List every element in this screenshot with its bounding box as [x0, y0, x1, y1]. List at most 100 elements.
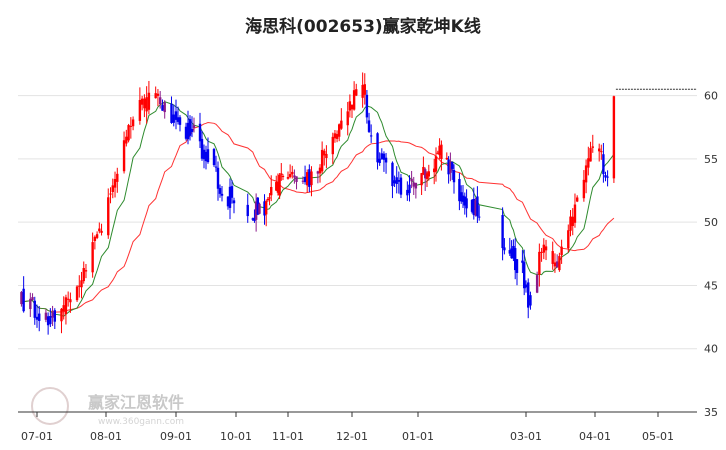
candle-body [514, 248, 517, 271]
candle-body [226, 196, 230, 207]
candle [46, 312, 50, 335]
candle [393, 175, 396, 188]
y-tick-label: 55 [704, 153, 718, 166]
candle [188, 115, 192, 141]
candle-body [606, 176, 609, 178]
candle-body [461, 195, 465, 202]
candle [514, 238, 517, 280]
candle [176, 106, 180, 125]
candle-body [438, 145, 441, 156]
candle [452, 164, 456, 194]
candle [395, 166, 398, 194]
candle [143, 94, 146, 118]
candle-body [433, 168, 436, 173]
candle [535, 271, 539, 294]
candles [20, 72, 616, 335]
candle [476, 186, 479, 224]
candle-body [266, 198, 270, 201]
candle-body [600, 151, 603, 153]
candle [369, 124, 373, 143]
candle-body [510, 248, 513, 259]
candle [461, 185, 465, 208]
candle [424, 167, 427, 192]
candle-body [523, 262, 526, 289]
candle-body [449, 161, 452, 173]
candle-body [602, 154, 605, 175]
candle-body [291, 171, 294, 175]
candle-body [348, 101, 352, 111]
candle [256, 197, 260, 216]
candle [111, 178, 114, 199]
candle-body [129, 125, 133, 127]
candle-body [281, 175, 285, 178]
candle-body [232, 200, 236, 204]
candle [288, 164, 292, 179]
candle-body [161, 105, 164, 111]
candle [433, 158, 436, 185]
candle-body [355, 89, 358, 96]
candle [147, 80, 151, 115]
candle-body [470, 199, 474, 212]
candle [31, 293, 34, 301]
candle [604, 171, 607, 182]
candle-body [538, 251, 541, 275]
candle-body [571, 216, 574, 226]
candle [75, 285, 79, 302]
candle [172, 104, 175, 127]
candle-body [254, 201, 258, 220]
candle-body [295, 176, 298, 182]
candle [447, 156, 450, 184]
candle-body [216, 167, 220, 189]
candle-body [84, 270, 88, 272]
candle [125, 129, 128, 147]
candle [376, 132, 379, 170]
candle-body [95, 234, 99, 238]
candle-body [293, 175, 296, 178]
candle [540, 247, 543, 262]
candle-body [410, 178, 413, 182]
candle [434, 147, 438, 182]
candle [216, 161, 220, 201]
candle-body [434, 156, 438, 172]
candle [346, 101, 349, 136]
candle-body [206, 149, 210, 163]
candle [156, 89, 160, 107]
candle-body [220, 193, 224, 196]
candle [503, 238, 506, 255]
candle-body [587, 158, 590, 168]
candle-body [66, 298, 70, 300]
candle-body [325, 153, 328, 159]
candle-body [100, 230, 103, 233]
candle [278, 173, 281, 199]
candle-body [172, 114, 175, 123]
candle [352, 81, 356, 111]
candle-body [306, 172, 309, 186]
candle [318, 164, 322, 183]
candle-body [251, 218, 254, 220]
candle [408, 175, 411, 202]
candle [378, 152, 381, 166]
candle-body [178, 117, 182, 125]
candle-body [253, 217, 256, 221]
candle [286, 171, 290, 180]
candle-body [228, 186, 232, 208]
candle-body [524, 284, 528, 288]
candle-body [38, 313, 41, 321]
candle-body [62, 305, 65, 312]
candle [275, 175, 278, 192]
candle-body [154, 93, 157, 99]
candle [190, 116, 194, 138]
candle [20, 290, 23, 307]
candle [355, 83, 358, 97]
candle-body [391, 162, 394, 187]
candle-body [31, 297, 34, 301]
candle-body [53, 310, 57, 322]
candle [204, 145, 208, 170]
candle [558, 252, 561, 272]
candle [382, 151, 386, 172]
candle [218, 184, 222, 198]
candle-body [558, 256, 561, 271]
candle [214, 155, 218, 172]
watermark: 赢家江恩软件 www.360gann.com [31, 387, 184, 427]
